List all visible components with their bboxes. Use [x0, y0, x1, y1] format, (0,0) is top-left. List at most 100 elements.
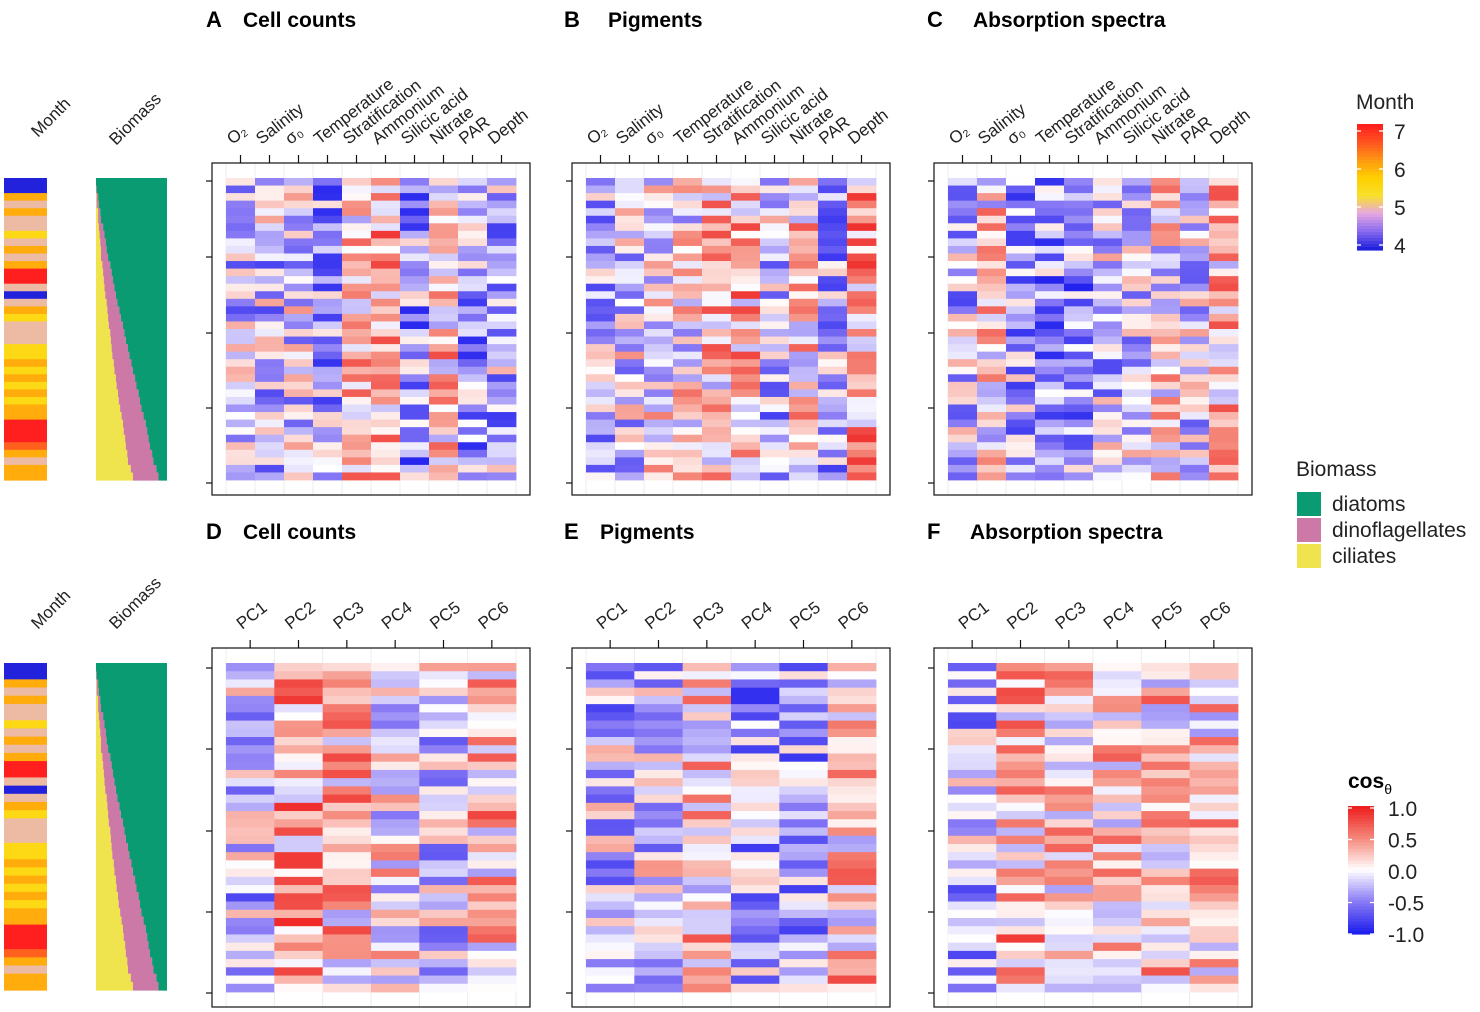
- heatmap-cell: [615, 215, 645, 224]
- heatmap-cell: [467, 893, 517, 902]
- diatoms-segment: [117, 793, 167, 803]
- heatmap-cell: [1180, 389, 1210, 398]
- month-gradient-step: [1357, 199, 1383, 203]
- heatmap-cell: [731, 344, 761, 353]
- heatmap-cell: [322, 802, 372, 812]
- heatmap-cell: [467, 852, 517, 861]
- biomass-swatch: [1297, 544, 1321, 568]
- heatmap-cell: [371, 427, 401, 436]
- cos-tick-label: 0.5: [1388, 830, 1417, 853]
- heatmap-cell: [342, 306, 372, 315]
- heatmap-cell: [284, 457, 314, 466]
- heatmap-cell: [1189, 778, 1239, 787]
- heatmap-cell: [644, 321, 674, 330]
- heatmap-cell: [255, 208, 285, 217]
- diatoms-segment: [115, 291, 167, 300]
- heatmap-cell: [977, 306, 1007, 315]
- diatoms-segment: [113, 276, 167, 285]
- heatmap-cell: [682, 753, 732, 763]
- column-label: Depth: [844, 105, 891, 148]
- heatmap-cell: [255, 427, 285, 436]
- heatmap-cell: [1006, 404, 1036, 413]
- heatmap-cell: [284, 245, 314, 254]
- heatmap-cell: [1141, 737, 1191, 746]
- heatmap-cell: [847, 389, 877, 398]
- column-label: PC4: [1100, 598, 1138, 633]
- month-cell: [4, 949, 47, 958]
- dinoflagellates-segment: [102, 752, 111, 762]
- heatmap-cell: [827, 769, 877, 779]
- heatmap-cell: [313, 178, 343, 186]
- heatmap-cell: [644, 434, 674, 443]
- heatmap-cell: [313, 427, 343, 436]
- heatmap-cell: [847, 434, 877, 443]
- dinoflagellates-segment: [100, 744, 109, 754]
- heatmap-cell: [1189, 893, 1239, 902]
- heatmap-cell: [371, 934, 420, 944]
- heatmap-cell: [1035, 215, 1065, 224]
- heatmap-cell: [731, 671, 780, 680]
- heatmap-cell: [458, 329, 488, 337]
- diatoms-segment: [100, 703, 167, 713]
- heatmap-cell: [313, 412, 343, 420]
- heatmap-cell: [322, 868, 372, 878]
- heatmap-cell: [673, 381, 703, 390]
- heatmap-cell: [948, 351, 978, 360]
- heatmap-cell: [322, 876, 372, 886]
- month-cell: [4, 671, 47, 680]
- heatmap-cell: [371, 671, 420, 680]
- diatoms-segment: [156, 973, 167, 983]
- heatmap-cell: [1064, 412, 1094, 420]
- heatmap-cell: [682, 827, 732, 837]
- diatoms-segment: [141, 908, 167, 918]
- heatmap-cell: [371, 704, 420, 713]
- heatmap-cell: [467, 728, 517, 738]
- heatmap-cell: [996, 769, 1046, 779]
- heatmap-cell: [586, 464, 616, 473]
- heatmap-cell: [419, 663, 469, 672]
- heatmap-cell: [615, 404, 645, 413]
- panel-letter: B: [564, 7, 580, 32]
- heatmap-cell: [673, 464, 703, 473]
- heatmap-cell: [1189, 909, 1239, 919]
- heatmap-cell: [702, 283, 732, 292]
- cos-gradient-step: [1348, 827, 1374, 831]
- month-tick-label: 6: [1394, 159, 1406, 182]
- heatmap-cell: [226, 283, 256, 292]
- heatmap-cell: [1093, 193, 1123, 202]
- heatmap-cell: [322, 893, 372, 902]
- heatmap-cell: [586, 876, 635, 886]
- heatmap-cell: [1141, 802, 1191, 812]
- heatmap-cell: [996, 876, 1046, 886]
- heatmap-cell: [586, 885, 635, 894]
- heatmap-cell: [226, 381, 256, 390]
- heatmap-cell: [458, 313, 488, 322]
- heatmap-cell: [827, 663, 877, 672]
- heatmap-cell: [1006, 366, 1036, 375]
- heatmap-cell: [429, 329, 459, 337]
- heatmap-cell: [682, 885, 732, 894]
- heatmap-cell: [371, 419, 401, 428]
- heatmap-cell: [586, 942, 635, 952]
- heatmap-cell: [731, 942, 780, 952]
- ciliates-segment: [96, 457, 128, 466]
- heatmap-cell: [1209, 359, 1239, 368]
- heatmap-cell: [1064, 268, 1094, 277]
- cos-gradient-step: [1348, 821, 1374, 825]
- heatmap-cell: [1064, 298, 1094, 307]
- heatmap-cell: [996, 687, 1046, 697]
- heatmap-cell: [342, 344, 372, 353]
- heatmap-cell: [1151, 366, 1181, 375]
- heatmap-cell: [400, 223, 430, 232]
- heatmap-cell: [818, 336, 848, 345]
- heatmap-cell: [948, 185, 978, 194]
- heatmap-cell: [467, 827, 517, 837]
- dinoflagellates-segment: [114, 366, 133, 375]
- month-cell: [4, 215, 47, 224]
- heatmap-cell: [827, 983, 877, 993]
- heatmap-cell: [1064, 306, 1094, 315]
- diatoms-segment: [103, 223, 167, 232]
- heatmap-cell: [977, 336, 1007, 345]
- heatmap-cell: [644, 329, 674, 337]
- heatmap-cell: [1044, 950, 1094, 960]
